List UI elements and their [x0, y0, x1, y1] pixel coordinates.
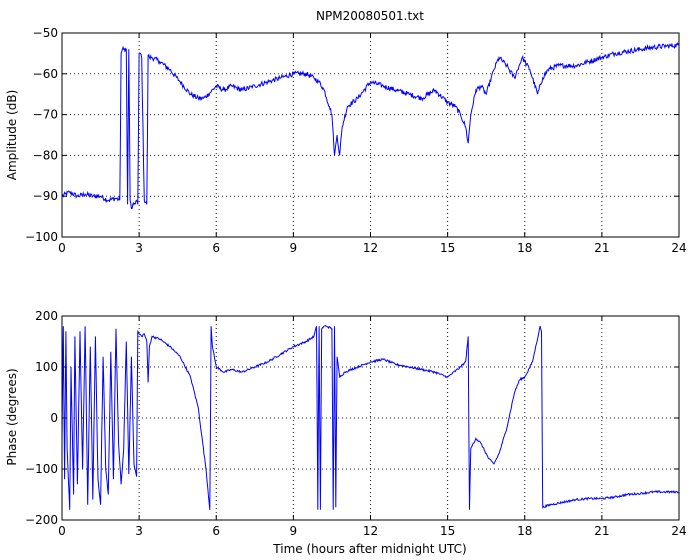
phase-x-tick-label: 21 — [594, 524, 609, 538]
amplitude-x-tick-label: 9 — [290, 241, 298, 255]
amplitude-y-tick-label: −60 — [33, 67, 58, 81]
amplitude-series-line — [61, 42, 680, 210]
phase-ticks: 0 3 6 9 12 15 18 21 24 −200 −100 0 100 200 — [25, 309, 687, 538]
phase-y-label: Phase (degrees) — [5, 368, 19, 465]
phase-series-line — [61, 325, 680, 510]
amplitude-x-tick-label: 12 — [363, 241, 378, 255]
amplitude-y-tick-label: −100 — [25, 230, 58, 244]
amplitude-x-tick-label: 24 — [671, 241, 686, 255]
phase-y-tick-label: −100 — [25, 462, 58, 476]
amplitude-x-tick-label: 21 — [594, 241, 609, 255]
amplitude-x-tick-label: 0 — [58, 241, 66, 255]
phase-x-tick-label: 6 — [212, 524, 220, 538]
phase-axes-frame — [61, 315, 680, 521]
phase-grid — [62, 316, 679, 520]
amplitude-x-tick-label: 18 — [517, 241, 532, 255]
amplitude-x-tick-label: 15 — [440, 241, 455, 255]
amplitude-grid — [62, 33, 679, 237]
plot-title: NPM20080501.txt — [316, 9, 424, 23]
phase-x-tick-label: 9 — [290, 524, 298, 538]
phase-x-tick-label: 24 — [671, 524, 686, 538]
phase-y-tick-label: −200 — [25, 513, 58, 527]
phase-trace — [61, 325, 680, 510]
phase-y-tick-label: 200 — [35, 309, 58, 323]
amplitude-x-tick-label: 3 — [135, 241, 143, 255]
phase-x-tick-label: 3 — [135, 524, 143, 538]
amplitude-y-tick-label: −70 — [33, 108, 58, 122]
amplitude-y-tick-label: −50 — [33, 26, 58, 40]
phase-x-label: Time (hours after midnight UTC) — [272, 542, 466, 556]
phase-y-tick-label: 100 — [35, 360, 58, 374]
amplitude-y-tick-label: −80 — [33, 148, 58, 162]
phase-x-tick-label: 18 — [517, 524, 532, 538]
phase-x-tick-label: 0 — [58, 524, 66, 538]
phase-plot: Phase (degrees) Time (hours after midnig… — [5, 309, 687, 556]
phase-y-tick-label: 0 — [50, 411, 58, 425]
amplitude-ticks: 0 3 6 9 12 15 18 21 24 −100 −90 −80 −70 −60 −50 — [25, 26, 687, 255]
amplitude-trace — [61, 42, 680, 210]
amplitude-axes-frame — [61, 32, 680, 238]
amplitude-y-tick-label: −90 — [33, 189, 58, 203]
amplitude-y-label: Amplitude (dB) — [5, 90, 19, 181]
phase-x-tick-label: 15 — [440, 524, 455, 538]
phase-x-tick-label: 12 — [363, 524, 378, 538]
amplitude-x-tick-label: 6 — [212, 241, 220, 255]
amplitude-plot: NPM20080501.txt Amplitude (dB) 0 3 6 9 12 15 1… — [5, 9, 687, 255]
